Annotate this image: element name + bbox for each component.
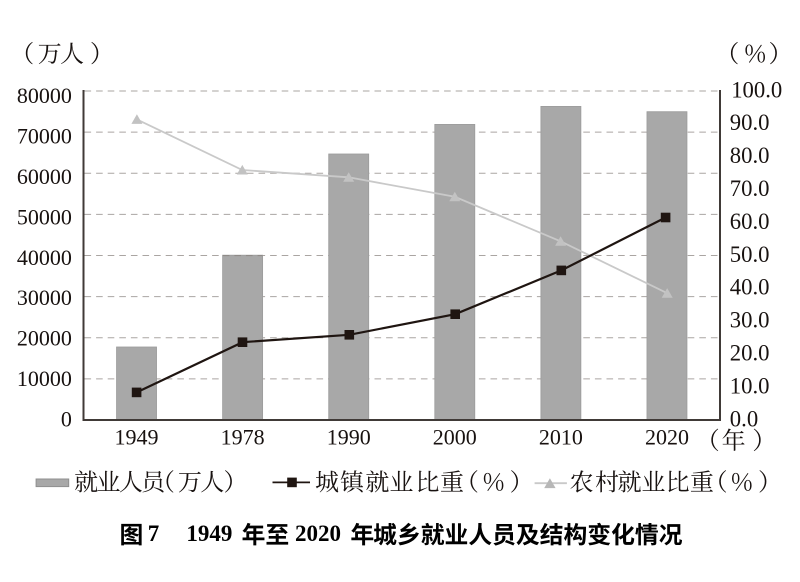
svg-text:80.0: 80.0 — [730, 143, 770, 168]
svg-text:1978: 1978 — [221, 425, 265, 450]
svg-text:0: 0 — [61, 407, 72, 432]
svg-text:40000: 40000 — [17, 245, 72, 270]
svg-text:10.0: 10.0 — [730, 373, 770, 398]
svg-text:2000: 2000 — [433, 425, 477, 450]
svg-text:10000: 10000 — [17, 366, 72, 391]
svg-text:60.0: 60.0 — [730, 209, 770, 234]
svg-text:0.0: 0.0 — [730, 406, 758, 431]
svg-text:2020: 2020 — [295, 521, 341, 546]
svg-text:30.0: 30.0 — [730, 308, 770, 333]
svg-text:50.0: 50.0 — [730, 242, 770, 267]
svg-text:80000: 80000 — [17, 83, 72, 108]
svg-text:100.0: 100.0 — [731, 77, 782, 102]
svg-text:20000: 20000 — [17, 326, 72, 351]
svg-text:2010: 2010 — [539, 425, 583, 450]
svg-text:2020: 2020 — [645, 425, 689, 450]
svg-text:7: 7 — [148, 521, 160, 546]
svg-text:70.0: 70.0 — [730, 176, 770, 201]
svg-text:50000: 50000 — [17, 204, 72, 229]
svg-text:1949: 1949 — [115, 425, 159, 450]
svg-text:30000: 30000 — [17, 285, 72, 310]
svg-text:20.0: 20.0 — [730, 341, 770, 366]
svg-text:60000: 60000 — [17, 164, 72, 189]
svg-text:40.0: 40.0 — [730, 275, 770, 300]
svg-text:1949: 1949 — [186, 521, 232, 546]
svg-text:1990: 1990 — [327, 425, 371, 450]
svg-text:90.0: 90.0 — [730, 110, 770, 135]
svg-text:70000: 70000 — [17, 123, 72, 148]
